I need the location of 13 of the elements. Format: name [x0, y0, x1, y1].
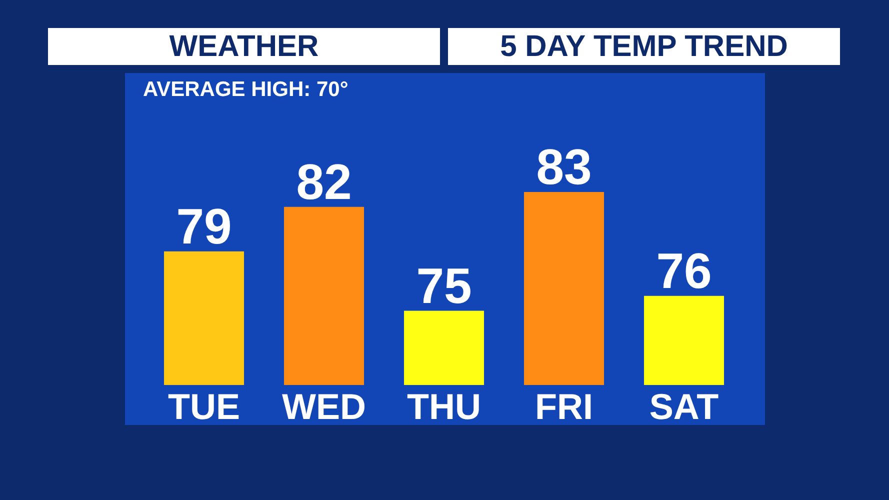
data-label: 75	[416, 258, 472, 314]
x-tick-label: TUE	[168, 386, 240, 427]
text: AVERAGE HIGH: 70°	[143, 78, 348, 101]
x-tick-label: SAT	[649, 386, 719, 427]
data-label: 82	[296, 154, 352, 210]
x-tick-label: THU	[407, 386, 481, 427]
x-tick-label: WED	[282, 386, 366, 427]
data-label: 79	[176, 198, 232, 254]
data-label: 76	[656, 242, 712, 299]
data-label: 83	[536, 139, 592, 195]
x-tick-label: FRI	[535, 386, 593, 427]
chart-subtitle: 5 DAY TEMP TREND	[500, 30, 788, 63]
chart-title: WEATHER	[169, 30, 320, 63]
